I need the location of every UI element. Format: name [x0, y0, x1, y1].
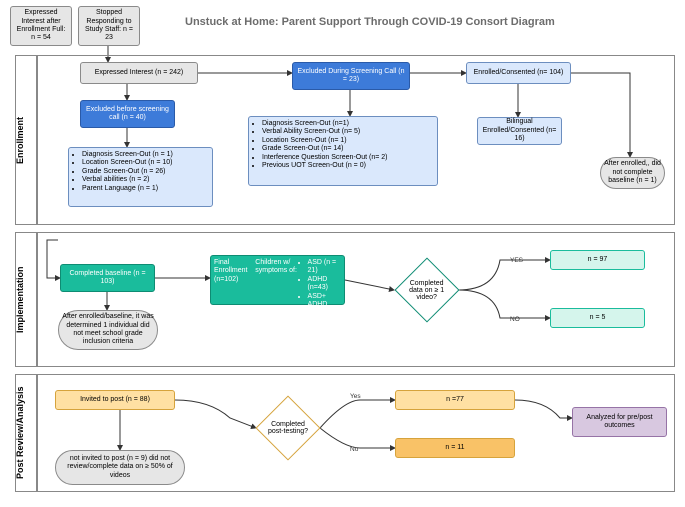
node-excluded-during-list: Diagnosis Screen-Out (n=1)Verbal Ability… [248, 116, 438, 186]
section-labelframe-enrollment [15, 55, 37, 225]
node-after-enrolled-det: After enrolled/baseline, it was determin… [58, 310, 158, 350]
node-final-enrollment: Final Enrollment (n=102)Children w/ symp… [210, 255, 345, 305]
node-n77: n =77 [395, 390, 515, 410]
node-expressed-full: Expressed Interest after Enrollment Full… [10, 6, 72, 46]
node-bilingual: Bilingual Enrolled/Consented (n= 16) [477, 117, 562, 145]
node-after-enrolled-nb: After enrolled,, did not complete baseli… [600, 157, 665, 189]
edge-label-12: YES [510, 257, 523, 264]
node-completed-baseline: Completed baseline (n = 103) [60, 264, 155, 292]
edge-label-16: Yes [350, 393, 361, 400]
node-enrolled-consented: Enrolled/Consented (n= 104) [466, 62, 571, 84]
node-expressed-interest: Expressed Interest (n = 242) [80, 62, 198, 84]
node-excluded-during: Excluded During Screening Call (n = 23) [292, 62, 410, 90]
node-n5: n = 5 [550, 308, 645, 328]
node-n11: n = 11 [395, 438, 515, 458]
diagram-title: Unstuck at Home: Parent Support Through … [185, 16, 555, 28]
edge-label-17: No [350, 446, 358, 453]
section-labelframe-implementation [15, 232, 37, 367]
node-not-invited: not invited to post (n = 9) did not revi… [55, 450, 185, 485]
node-analyzed: Analyzed for pre/post outcomes [572, 407, 667, 437]
edge-label-13: NO [510, 316, 520, 323]
node-stopped-responding: Stopped Responding to Study Staff: n = 2… [78, 6, 140, 46]
node-invited-post: Invited to post (n = 88) [55, 390, 175, 410]
section-labelframe-post [15, 374, 37, 492]
node-excluded-before: Excluded before screening call (n = 40) [80, 100, 175, 128]
node-excluded-before-list: Diagnosis Screen-Out (n = 1)Location Scr… [68, 147, 213, 207]
node-n97: n = 97 [550, 250, 645, 270]
